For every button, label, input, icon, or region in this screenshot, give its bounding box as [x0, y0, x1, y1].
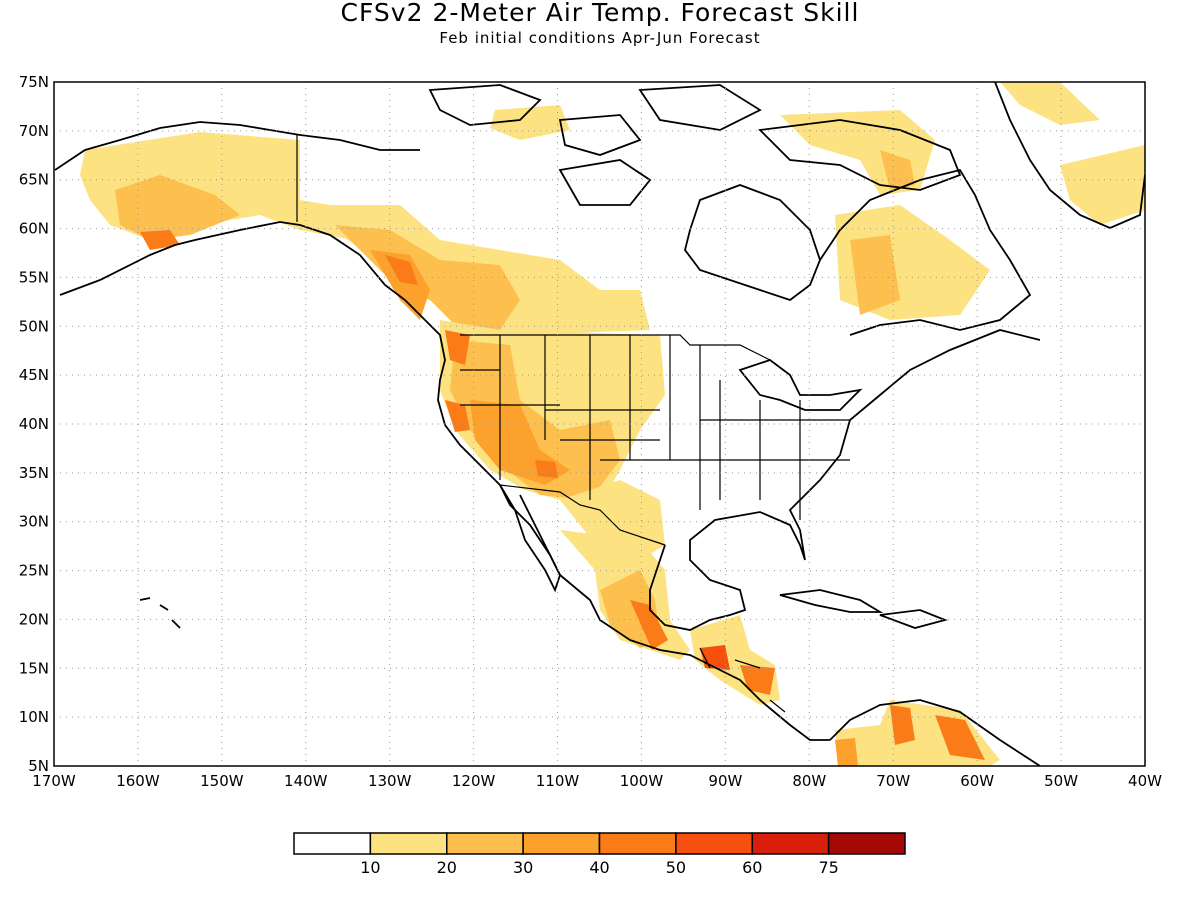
political-borders — [296, 135, 850, 713]
coastline-arctic-island-3 — [638, 84, 762, 131]
skill-region-w-usa-interior — [450, 340, 620, 500]
coastline-hawaii — [139, 597, 181, 629]
colorbar-label: 60 — [742, 858, 762, 877]
skill-region-greenland-e — [1060, 145, 1145, 225]
coastline-baffin-island — [758, 119, 962, 191]
colorbar-swatch — [293, 832, 372, 855]
skill-region-guiana — [935, 715, 985, 760]
lat-tick-label: 45N — [19, 366, 49, 384]
coastline-north-america — [59, 221, 830, 741]
coastline-great-lakes — [738, 358, 863, 411]
skill-region-alaska-core — [115, 175, 240, 240]
lon-tick-label: 140W — [284, 772, 328, 790]
skill-region-pnw-coast — [445, 330, 470, 365]
skill-region-bc — [335, 225, 520, 330]
map-subtitle: Feb initial conditions Apr-Jun Forecast — [439, 29, 761, 47]
border-us-mexico — [499, 484, 666, 546]
lat-tick-label: 60N — [19, 220, 49, 238]
lon-tick-label: 40W — [1128, 772, 1162, 790]
border-state-lines — [460, 335, 850, 520]
skill-region-bc-coast-core — [385, 255, 418, 285]
colorbar-label: 10 — [360, 858, 380, 877]
lon-tick-label: 170W — [32, 772, 76, 790]
colorbar-label: 75 — [818, 858, 838, 877]
coastline-south-america — [829, 699, 1041, 766]
colorbar-swatch — [675, 832, 753, 855]
lat-tick-label: 65N — [19, 171, 49, 189]
skill-region-southwest — [535, 460, 558, 478]
colorbar: 10 20 30 40 50 60 75 — [293, 832, 906, 877]
plot-frame — [53, 81, 1146, 767]
coastline-victoria-island — [558, 159, 652, 206]
colorbar-label: 20 — [437, 858, 457, 877]
lat-tick-label: 5N — [28, 757, 49, 775]
skill-shading — [80, 82, 1145, 766]
coastline-greenland — [994, 82, 1145, 229]
border-us-canada — [460, 334, 771, 361]
colorbar-label: 50 — [666, 858, 686, 877]
coastlines — [54, 82, 1145, 766]
colorbar-swatch — [369, 832, 448, 855]
lat-tick-label: 10N — [19, 708, 49, 726]
colorbar-swatch — [827, 832, 906, 855]
longitude-labels: 170W 160W 150W 140W 130W 120W 110W 100W 90W 80W 70… — [32, 772, 1162, 790]
coastline-baja — [499, 484, 561, 593]
coastline-arctic-island-1 — [428, 84, 542, 126]
lon-tick-label: 80W — [792, 772, 826, 790]
coastline-gulf-east — [649, 329, 1041, 631]
lon-tick-label: 50W — [1044, 772, 1078, 790]
colorbar-swatch — [522, 832, 601, 855]
skill-region-alaska-sw — [140, 230, 180, 250]
skill-region-quebec-core — [850, 235, 900, 315]
coastline-cuba — [779, 589, 884, 613]
lon-tick-label: 90W — [708, 772, 742, 790]
skill-region-bc-coast — [370, 250, 430, 320]
colorbar-label: 30 — [513, 858, 533, 877]
coastline-labrador — [819, 168, 1032, 336]
lat-lon-grid — [54, 82, 1145, 766]
lat-tick-label: 25N — [19, 562, 49, 580]
latitude-labels: 5N 10N 15N 20N 25N 30N 35N 40N 45N 50N 55N 60N 65N 70… — [19, 73, 49, 775]
coastline-hudson-bay — [684, 184, 821, 302]
lat-tick-label: 20N — [19, 610, 49, 628]
lon-tick-label: 130W — [368, 772, 412, 790]
coastline-alaska-north — [54, 121, 420, 171]
skill-region-venezuela — [890, 705, 915, 745]
lon-tick-label: 150W — [200, 772, 244, 790]
lat-tick-label: 30N — [19, 513, 49, 531]
border-central-america — [699, 647, 786, 713]
lon-tick-label: 70W — [876, 772, 910, 790]
lon-tick-label: 60W — [960, 772, 994, 790]
skill-region-mexico-south — [630, 600, 668, 650]
lat-tick-label: 70N — [19, 122, 49, 140]
lon-tick-label: 160W — [116, 772, 160, 790]
lat-tick-label: 40N — [19, 415, 49, 433]
colorbar-swatch — [446, 832, 524, 855]
coastline-hispaniola — [879, 609, 948, 629]
lat-tick-label: 50N — [19, 317, 49, 335]
colorbar-swatch — [598, 832, 677, 855]
lon-tick-label: 100W — [620, 772, 664, 790]
skill-region-colombia — [835, 738, 858, 766]
map-title: CFSv2 2-Meter Air Temp. Forecast Skill — [340, 0, 860, 27]
lat-tick-label: 35N — [19, 464, 49, 482]
lon-tick-label: 120W — [452, 772, 496, 790]
lat-tick-label: 55N — [19, 268, 49, 286]
lon-tick-label: 110W — [536, 772, 580, 790]
colorbar-swatch — [751, 832, 830, 855]
skill-region-greenland-n — [1000, 82, 1100, 125]
lat-tick-label: 75N — [19, 73, 49, 91]
coastline-arctic-island-2 — [558, 114, 642, 156]
colorbar-label: 40 — [589, 858, 609, 877]
skill-region-ca-coast — [445, 400, 470, 432]
lat-tick-label: 15N — [19, 659, 49, 677]
